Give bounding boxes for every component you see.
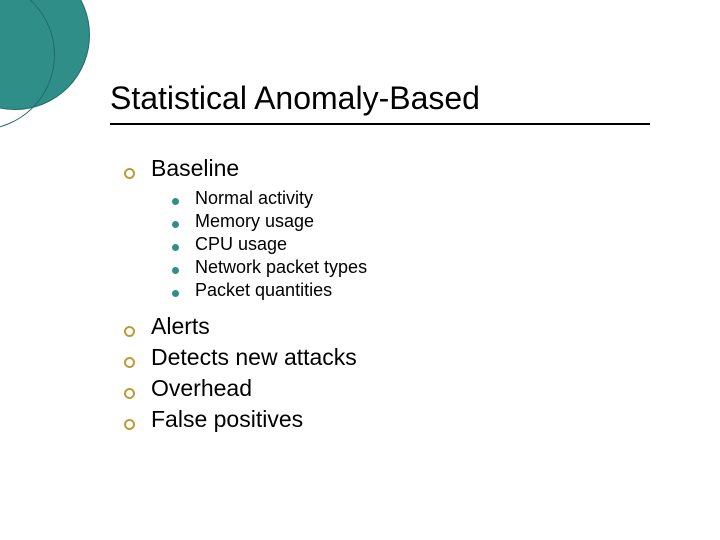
list-item: Alerts [124,313,680,340]
hollow-circle-bullet [124,357,135,368]
slide-body: Statistical Anomaly-Based Baseline Norma… [110,80,680,437]
list-item: False positives [124,406,680,433]
slide-title: Statistical Anomaly-Based [110,80,680,117]
sub-list-item-label: Network packet types [195,257,367,278]
hollow-circle-bullet [124,419,135,430]
sub-list-item-label: Normal activity [195,188,313,209]
sub-list-item: Network packet types [172,257,680,278]
filled-dot-bullet [172,244,179,251]
list-item-label: Alerts [151,313,210,340]
list-item-label: Baseline [151,155,239,182]
sub-list-item-label: CPU usage [195,234,287,255]
hollow-circle-bullet [124,168,135,179]
title-underline [110,123,650,125]
sub-list-item: Normal activity [172,188,680,209]
hollow-circle-bullet [124,388,135,399]
sub-list-item-label: Packet quantities [195,280,332,301]
filled-dot-bullet [172,221,179,228]
filled-dot-bullet [172,267,179,274]
content-list: Baseline Normal activity Memory usage CP… [110,155,680,433]
filled-dot-bullet [172,198,179,205]
list-item: Overhead [124,375,680,402]
sub-list-item: Memory usage [172,211,680,232]
filled-dot-bullet [172,290,179,297]
sub-list-item: CPU usage [172,234,680,255]
sub-list-item: Packet quantities [172,280,680,301]
sub-list: Normal activity Memory usage CPU usage N… [124,188,680,301]
sub-list-item-label: Memory usage [195,211,314,232]
list-item-label: Detects new attacks [151,344,357,371]
list-item-label: Overhead [151,375,252,402]
list-item: Baseline [124,155,680,182]
hollow-circle-bullet [124,326,135,337]
list-item-label: False positives [151,406,303,433]
list-item: Detects new attacks [124,344,680,371]
